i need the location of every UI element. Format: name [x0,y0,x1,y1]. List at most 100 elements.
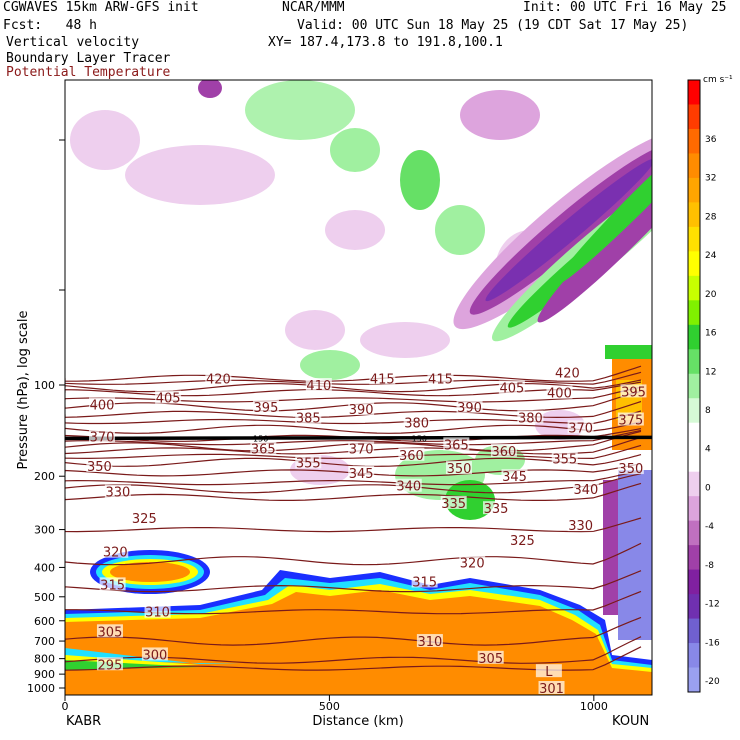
y-tick-label: 600 [34,615,55,628]
contour-label-bg [102,544,129,558]
y-axis-label: Pressure (hPa), log scale [16,311,31,470]
contour-label: 395 [621,385,646,400]
theta-contour-415 [65,371,642,385]
contour-label: 420 [555,367,580,382]
colorbar-swatch [688,104,700,130]
header-line1-left: CGWAVES 15km ARW-GFS init [3,0,199,15]
theta-contour-370 [65,429,642,446]
contour-label: 340 [573,483,598,498]
colorbar-tick-label: 28 [705,212,717,222]
contour-label: 395 [254,401,279,416]
colorbar-swatch [688,422,700,448]
colorbar-swatch [688,496,700,522]
colorbar-tick-label: 12 [705,367,716,377]
colorbar-frame [687,79,701,693]
colorbar-tick-label: -4 [705,522,714,532]
colorbar-swatch [688,545,700,571]
contour-label: 415 [370,372,395,387]
y-tick-label: 100 [34,379,55,392]
colorbar-swatch [688,251,700,277]
contour-label: 400 [90,399,115,414]
colorbar: 36 32 28 24 20 16 12 8 4 0 -4 -8 -12 -16 -20 [687,79,720,693]
theta-contour-365 [65,430,642,452]
contour-label: 400 [547,387,572,402]
contour-label-bg [250,441,277,455]
contour-label: 315 [100,578,125,593]
theta-contour-405 [65,381,642,397]
contour-label-bg [403,415,430,429]
contour-label: 301 [539,682,564,697]
tropopause-line: 150 150 [65,434,652,443]
theta-contour-320 [65,542,642,566]
contour-label-bg [517,410,544,424]
theta-contour-350 [65,454,642,467]
contour-label-bg [369,371,396,385]
colorbar-tick-label: -20 [705,677,720,687]
contour-labels: 420 415 415 420 410 405 405 400 400 395 395 390 390 3… [86,365,647,697]
contour-label-bg [443,437,470,451]
contour-label: 320 [460,556,485,571]
colorbar-swatch [688,300,700,326]
contour-label-bg [252,399,279,413]
colorbar-tick-label: 32 [705,174,716,184]
colorbar-swatch [688,447,700,473]
contour-label: 340 [396,480,421,495]
contour-label-bg [89,397,116,411]
colorbar-swatch [688,226,700,252]
contour-label-bg [398,447,425,461]
contour-label: 335 [484,502,509,517]
colorbar-tick-label: -16 [705,638,720,648]
colorbar-swatch [688,349,700,375]
contour-label: 370 [349,442,374,457]
theta-contour-345 [65,463,642,477]
header-line2-right: Valid: 00 UTC Sun 18 May 25 (19 CDT Sat … [297,18,689,33]
theta-contour-355 [65,444,642,460]
y-tick-label: 400 [34,561,55,574]
tropopause-label: 150 [412,434,427,443]
header-line3-left: Vertical velocity [6,35,140,50]
contour-label-bg [89,429,116,443]
contour-label-bg [348,401,375,415]
contour-label: 345 [502,470,527,485]
x-axis: 0 500 1000 [62,695,608,713]
theta-contour-395 [65,390,642,412]
colorbar-swatch [688,471,700,497]
contour-label: 360 [399,449,424,464]
colorbar-tick-label: 16 [705,329,717,339]
colorbar-tick-label: 20 [705,290,717,300]
contour-label: 405 [499,382,524,397]
theta-contour-340 [65,470,642,486]
contour-label: 420 [206,372,231,387]
contour-label: 370 [90,431,115,446]
tropopause-150 [65,435,652,441]
colorbar-swatch [688,177,700,203]
contour-label-bg [456,399,483,413]
theta-contour-400 [65,386,642,403]
contour-label-bg [501,469,528,483]
contour-label-bg [99,577,126,591]
contour-label-bg [620,384,647,398]
contour-label-bg [538,681,565,694]
theta-contour-420 [65,365,642,382]
contour-label: 375 [618,414,643,429]
contour-label-bg [459,555,486,569]
x-tick-label: 0 [62,700,69,713]
contour-label-bg [535,664,562,678]
contour-label-bg [477,650,504,664]
y-tick-label: 500 [34,591,55,604]
contour-label-bg [348,465,375,479]
contour-label-bg [617,461,644,475]
header-line4-left: Boundary Layer Tracer [6,51,171,66]
contour-label: 320 [103,546,128,561]
colorbar-tick-label: 0 [705,483,711,493]
contour-label-bg [551,451,578,465]
contour-label-bg [546,385,573,399]
colorbar-swatch [688,520,700,546]
colorbar-swatch [688,275,700,301]
contour-label: 405 [156,392,181,407]
contour-label-bg [305,378,332,391]
contour-label-bg [295,410,322,424]
plot-area: 150 150 420 415 415 420 410 405 405 400 400 395 395… [65,80,652,697]
y-tick-label: 200 [34,470,55,483]
